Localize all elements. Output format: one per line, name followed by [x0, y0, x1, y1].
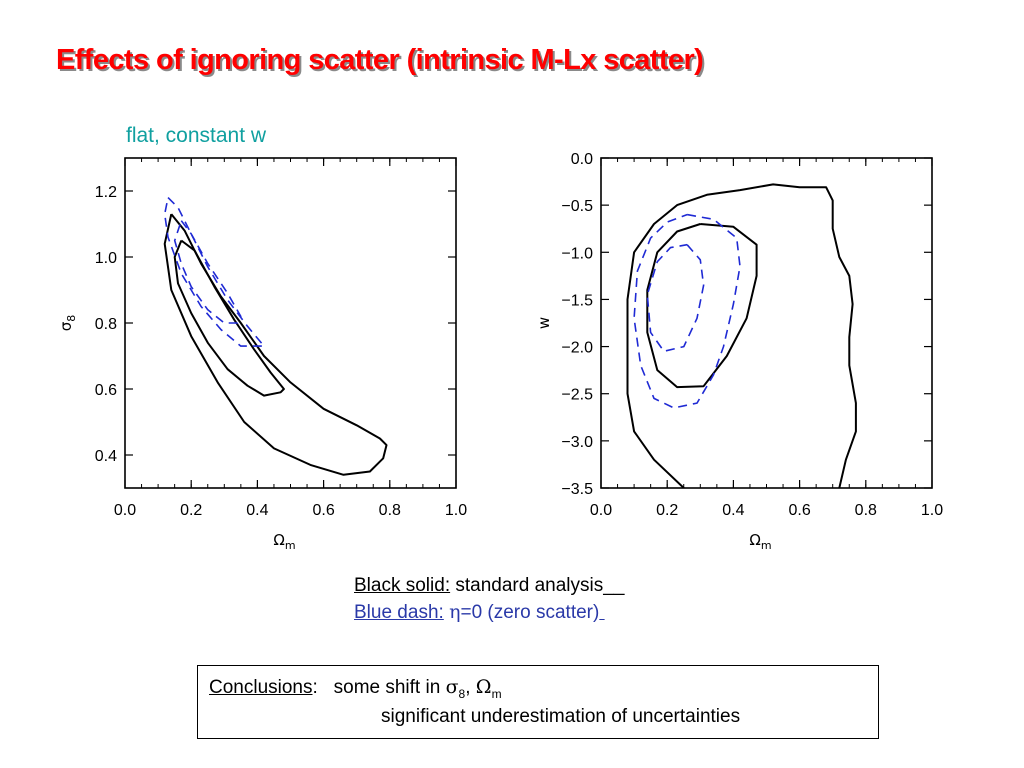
- y-tick-label: −1.5: [561, 292, 593, 309]
- x-tick-label: 0.4: [722, 502, 744, 519]
- blue-dashed-contour: [163, 197, 265, 347]
- x-tick-label: 0.4: [246, 502, 268, 519]
- legend-blue-label: Blue dash:: [354, 602, 444, 623]
- legend-blue-text: =0 (zero scatter): [460, 602, 600, 623]
- slide-title: Effects of ignoring scatter (intrinsic M…: [56, 44, 704, 76]
- x-axis-label: Ωm: [273, 531, 295, 552]
- conclusions-label: Conclusions: [209, 677, 313, 698]
- y-axis-label: w: [535, 317, 553, 329]
- legend-blue: Blue dash: η=0 (zero scatter): [354, 599, 624, 626]
- left-contour-panel: 0.0 0.2 0.4 0.6 0.8 1.0 0.4 0.6 0.8 1.0 1.2 Ωm σ8: [57, 157, 467, 552]
- conclusions-box: Conclusions: some shift in σ8, Ωm signif…: [197, 665, 879, 739]
- y-tick-label: 1.2: [95, 184, 117, 201]
- x-axis-label: Ωm: [749, 531, 771, 552]
- legend-black: Black solid: standard analysis__: [354, 572, 624, 599]
- conclusions-colon: :: [312, 677, 318, 698]
- y-tick-label: 1.0: [95, 250, 117, 267]
- conclusions-comma: ,: [465, 677, 476, 698]
- y-tick-label: −3.5: [561, 481, 593, 498]
- y-tick-label: −0.5: [561, 198, 593, 215]
- y-tick-label: −3.0: [561, 434, 593, 451]
- blue-dashed-contour: [633, 213, 741, 409]
- x-tick-label: 0.0: [114, 502, 136, 519]
- black-solid-contour: [646, 223, 758, 389]
- eta-symbol: η: [449, 601, 461, 623]
- legend: Black solid: standard analysis__ Blue da…: [354, 572, 624, 626]
- x-tick-label: 0.8: [379, 502, 401, 519]
- y-tick-label: 0.4: [95, 448, 117, 465]
- conclusions-line-2: significant underestimation of uncertain…: [381, 706, 741, 727]
- blue-dashed-contour: [173, 220, 242, 324]
- sigma-symbol: σ: [445, 676, 459, 698]
- plot-frame: [124, 157, 457, 489]
- y-tick-label: 0.8: [95, 316, 117, 333]
- y-tick-label: 0.6: [95, 382, 117, 399]
- x-tick-label: 0.0: [590, 502, 612, 519]
- y-tick-label: 0.0: [571, 151, 593, 168]
- plot-subtitle: flat, constant w: [126, 124, 267, 147]
- y-tick-label: −1.0: [561, 245, 593, 262]
- x-tick-label: 0.6: [788, 502, 810, 519]
- legend-black-text: standard analysis__: [450, 575, 625, 596]
- conclusions-line-1: Conclusions: some shift in σ8, Ωm: [209, 676, 502, 701]
- x-tick-label: 0.2: [656, 502, 678, 519]
- y-tick-label: −2.0: [561, 340, 593, 357]
- omega-symbol: Ω: [475, 676, 492, 698]
- y-axis-label: σ8: [57, 315, 78, 332]
- black-solid-contour: [173, 239, 285, 397]
- sigma-subscript: 8: [458, 686, 466, 701]
- x-tick-label: 0.6: [312, 502, 334, 519]
- plot-frame: [600, 157, 933, 489]
- x-tick-label: 0.2: [180, 502, 202, 519]
- black-solid-contour: [626, 183, 857, 488]
- right-contour-panel: 0.0 0.2 0.4 0.6 0.8 1.0 0.0 −0.5 −1.0 −1.5 −2.0 −2.…: [535, 151, 943, 552]
- legend-black-label: Black solid:: [354, 575, 451, 596]
- x-tick-label: 1.0: [921, 502, 943, 519]
- blue-dashed-contour: [646, 243, 705, 353]
- x-tick-label: 0.8: [855, 502, 877, 519]
- black-solid-contour: [163, 213, 388, 476]
- y-tick-label: −2.5: [561, 387, 593, 404]
- omega-subscript: m: [491, 686, 502, 701]
- conclusions-text: some shift in: [333, 677, 446, 698]
- x-tick-label: 1.0: [445, 502, 467, 519]
